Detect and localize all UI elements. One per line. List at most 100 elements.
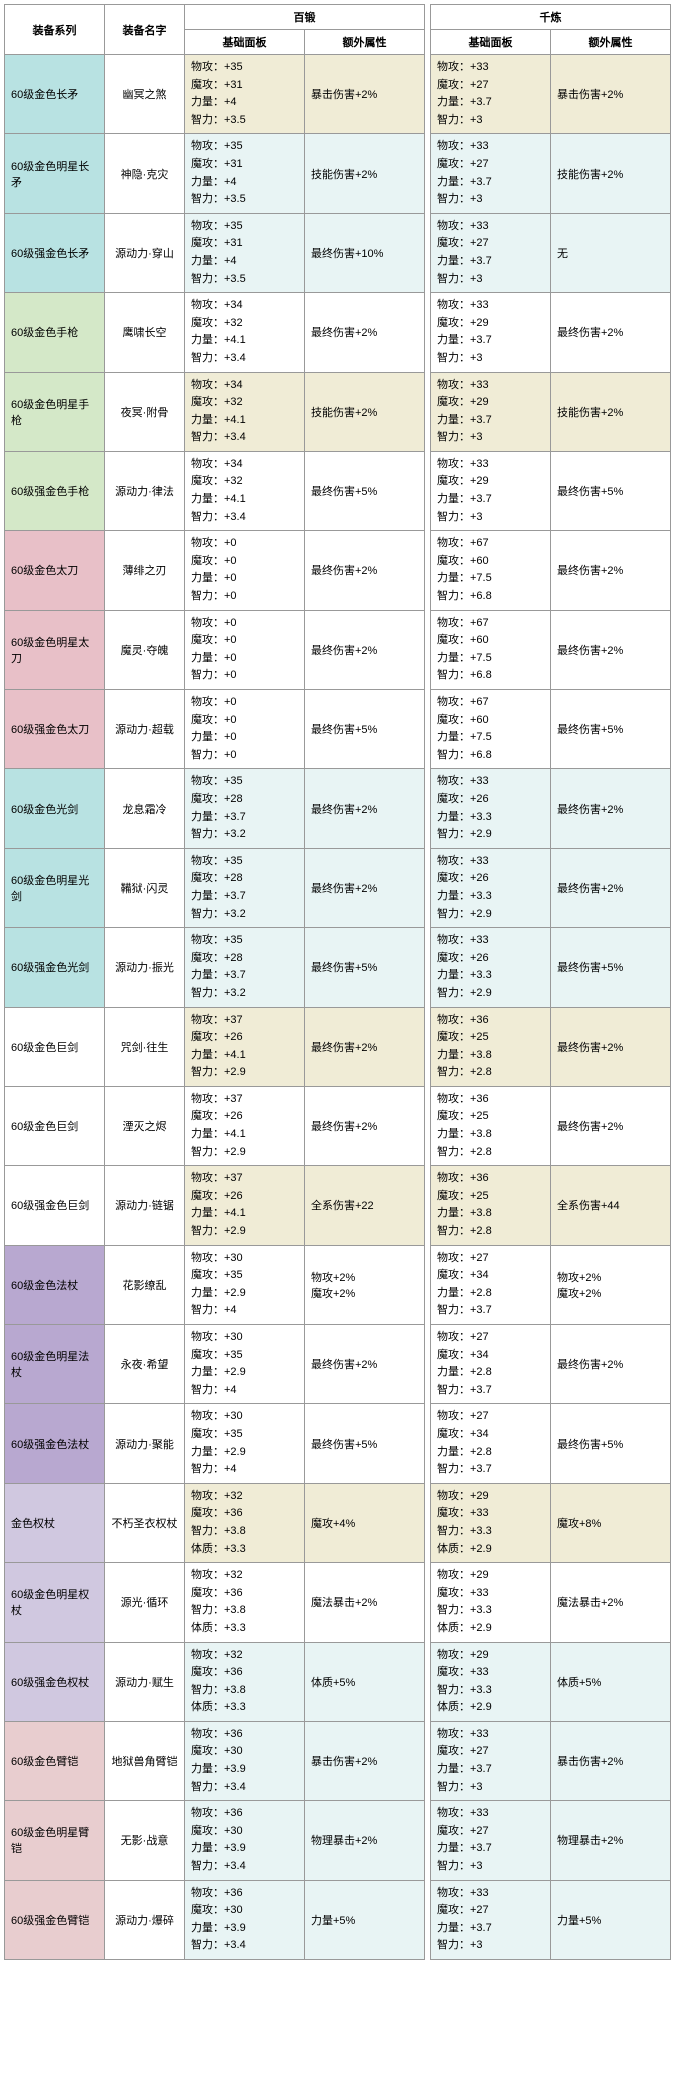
base1-cell: 物攻：+34 魔攻：+32 力量：+4.1 智力：+3.4 <box>185 372 305 451</box>
name-cell: 鹰啸长空 <box>105 293 185 372</box>
series-cell: 60级金色太刀 <box>5 531 105 610</box>
base1-cell: 物攻：+37 魔攻：+26 力量：+4.1 智力：+2.9 <box>185 1166 305 1245</box>
hdr-group2: 千炼 <box>431 5 671 30</box>
base2-cell: 物攻：+27 魔攻：+34 力量：+2.8 智力：+3.7 <box>431 1245 551 1324</box>
base1-cell: 物攻：+30 魔攻：+35 力量：+2.9 智力：+4 <box>185 1404 305 1483</box>
base1-cell: 物攻：+0 魔攻：+0 力量：+0 智力：+0 <box>185 531 305 610</box>
base2-cell: 物攻：+33 魔攻：+29 力量：+3.7 智力：+3 <box>431 451 551 530</box>
name-cell: 源动力·爆碎 <box>105 1880 185 1959</box>
base2-cell: 物攻：+33 魔攻：+27 力量：+3.7 智力：+3 <box>431 55 551 134</box>
name-cell: 源动力·律法 <box>105 451 185 530</box>
extra2-cell: 最终伤害+5% <box>551 690 671 769</box>
name-cell: 咒剑·往生 <box>105 1007 185 1086</box>
extra1-cell: 最终伤害+5% <box>305 451 425 530</box>
name-cell: 无影·战意 <box>105 1801 185 1880</box>
extra1-cell: 最终伤害+5% <box>305 690 425 769</box>
extra1-cell: 最终伤害+10% <box>305 213 425 292</box>
extra1-cell: 全系伤害+22 <box>305 1166 425 1245</box>
base1-cell: 物攻：+37 魔攻：+26 力量：+4.1 智力：+2.9 <box>185 1007 305 1086</box>
extra1-cell: 体质+5% <box>305 1642 425 1721</box>
name-cell: 鞴狱·闪灵 <box>105 848 185 927</box>
name-cell: 源动力·穿山 <box>105 213 185 292</box>
extra2-cell: 技能伤害+2% <box>551 134 671 213</box>
extra2-cell: 物理暴击+2% <box>551 1801 671 1880</box>
table-row: 60级强金色法杖源动力·聚能物攻：+30 魔攻：+35 力量：+2.9 智力：+… <box>5 1404 671 1483</box>
series-cell: 60级金色明星手枪 <box>5 372 105 451</box>
name-cell: 源动力·振光 <box>105 928 185 1007</box>
hdr-group1: 百锻 <box>185 5 425 30</box>
table-row: 60级金色明星权杖源光·循环物攻：+32 魔攻：+36 智力：+3.8 体质：+… <box>5 1563 671 1642</box>
base1-cell: 物攻：+32 魔攻：+36 智力：+3.8 体质：+3.3 <box>185 1483 305 1562</box>
base2-cell: 物攻：+36 魔攻：+25 力量：+3.8 智力：+2.8 <box>431 1007 551 1086</box>
extra2-cell: 暴击伤害+2% <box>551 1721 671 1800</box>
extra1-cell: 力量+5% <box>305 1880 425 1959</box>
extra1-cell: 技能伤害+2% <box>305 134 425 213</box>
base1-cell: 物攻：+35 魔攻：+31 力量：+4 智力：+3.5 <box>185 134 305 213</box>
base2-cell: 物攻：+67 魔攻：+60 力量：+7.5 智力：+6.8 <box>431 610 551 689</box>
series-cell: 60级金色巨剑 <box>5 1007 105 1086</box>
base2-cell: 物攻：+27 魔攻：+34 力量：+2.8 智力：+3.7 <box>431 1325 551 1404</box>
extra2-cell: 无 <box>551 213 671 292</box>
name-cell: 龙息霜冷 <box>105 769 185 848</box>
extra2-cell: 技能伤害+2% <box>551 372 671 451</box>
name-cell: 幽冥之煞 <box>105 55 185 134</box>
extra2-cell: 最终伤害+2% <box>551 1086 671 1165</box>
extra1-cell: 最终伤害+2% <box>305 848 425 927</box>
extra2-cell: 物攻+2% 魔攻+2% <box>551 1245 671 1324</box>
base2-cell: 物攻：+33 魔攻：+27 力量：+3.7 智力：+3 <box>431 1721 551 1800</box>
name-cell: 永夜·希望 <box>105 1325 185 1404</box>
name-cell: 魔灵·夺魄 <box>105 610 185 689</box>
base2-cell: 物攻：+29 魔攻：+33 智力：+3.3 体质：+2.9 <box>431 1483 551 1562</box>
header-row-1: 装备系列 装备名字 百锻 千炼 <box>5 5 671 30</box>
name-cell: 花影缭乱 <box>105 1245 185 1324</box>
base2-cell: 物攻：+33 魔攻：+26 力量：+3.3 智力：+2.9 <box>431 928 551 1007</box>
series-cell: 60级金色明星法杖 <box>5 1325 105 1404</box>
table-row: 60级金色明星法杖永夜·希望物攻：+30 魔攻：+35 力量：+2.9 智力：+… <box>5 1325 671 1404</box>
name-cell: 神隐·克灾 <box>105 134 185 213</box>
extra1-cell: 暴击伤害+2% <box>305 1721 425 1800</box>
hdr-name: 装备名字 <box>105 5 185 55</box>
table-row: 60级金色巨剑咒剑·往生物攻：+37 魔攻：+26 力量：+4.1 智力：+2.… <box>5 1007 671 1086</box>
extra2-cell: 最终伤害+2% <box>551 531 671 610</box>
hdr-extra2: 额外属性 <box>551 30 671 55</box>
name-cell: 湮灭之烬 <box>105 1086 185 1165</box>
name-cell: 源动力·超载 <box>105 690 185 769</box>
extra2-cell: 魔攻+8% <box>551 1483 671 1562</box>
series-cell: 60级强金色光剑 <box>5 928 105 1007</box>
name-cell: 地狱兽角臂铠 <box>105 1721 185 1800</box>
base2-cell: 物攻：+33 魔攻：+27 力量：+3.7 智力：+3 <box>431 1801 551 1880</box>
table-row: 60级金色手枪鹰啸长空物攻：+34 魔攻：+32 力量：+4.1 智力：+3.4… <box>5 293 671 372</box>
series-cell: 金色权杖 <box>5 1483 105 1562</box>
base1-cell: 物攻：+35 魔攻：+28 力量：+3.7 智力：+3.2 <box>185 928 305 1007</box>
extra2-cell: 最终伤害+2% <box>551 1325 671 1404</box>
table-row: 60级金色臂铠地狱兽角臂铠物攻：+36 魔攻：+30 力量：+3.9 智力：+3… <box>5 1721 671 1800</box>
series-cell: 60级金色巨剑 <box>5 1086 105 1165</box>
extra2-cell: 全系伤害+44 <box>551 1166 671 1245</box>
table-row: 60级强金色太刀源动力·超载物攻：+0 魔攻：+0 力量：+0 智力：+0最终伤… <box>5 690 671 769</box>
table-row: 60级强金色光剑源动力·振光物攻：+35 魔攻：+28 力量：+3.7 智力：+… <box>5 928 671 1007</box>
base1-cell: 物攻：+36 魔攻：+30 力量：+3.9 智力：+3.4 <box>185 1801 305 1880</box>
series-cell: 60级金色明星长矛 <box>5 134 105 213</box>
base1-cell: 物攻：+34 魔攻：+32 力量：+4.1 智力：+3.4 <box>185 293 305 372</box>
base1-cell: 物攻：+35 魔攻：+28 力量：+3.7 智力：+3.2 <box>185 848 305 927</box>
extra2-cell: 最终伤害+5% <box>551 451 671 530</box>
base1-cell: 物攻：+0 魔攻：+0 力量：+0 智力：+0 <box>185 610 305 689</box>
extra2-cell: 最终伤害+2% <box>551 848 671 927</box>
name-cell: 薄绯之刃 <box>105 531 185 610</box>
series-cell: 60级强金色臂铠 <box>5 1880 105 1959</box>
name-cell: 不朽圣衣权杖 <box>105 1483 185 1562</box>
base1-cell: 物攻：+36 魔攻：+30 力量：+3.9 智力：+3.4 <box>185 1880 305 1959</box>
extra1-cell: 物理暴击+2% <box>305 1801 425 1880</box>
table-row: 60级金色光剑龙息霜冷物攻：+35 魔攻：+28 力量：+3.7 智力：+3.2… <box>5 769 671 848</box>
table-row: 60级强金色长矛源动力·穿山物攻：+35 魔攻：+31 力量：+4 智力：+3.… <box>5 213 671 292</box>
base1-cell: 物攻：+35 魔攻：+31 力量：+4 智力：+3.5 <box>185 55 305 134</box>
extra1-cell: 最终伤害+2% <box>305 531 425 610</box>
base2-cell: 物攻：+33 魔攻：+29 力量：+3.7 智力：+3 <box>431 372 551 451</box>
series-cell: 60级金色明星光剑 <box>5 848 105 927</box>
table-row: 60级强金色手枪源动力·律法物攻：+34 魔攻：+32 力量：+4.1 智力：+… <box>5 451 671 530</box>
base2-cell: 物攻：+33 魔攻：+26 力量：+3.3 智力：+2.9 <box>431 769 551 848</box>
series-cell: 60级金色法杖 <box>5 1245 105 1324</box>
series-cell: 60级金色明星臂铠 <box>5 1801 105 1880</box>
extra1-cell: 最终伤害+5% <box>305 1404 425 1483</box>
table-row: 60级金色明星臂铠无影·战意物攻：+36 魔攻：+30 力量：+3.9 智力：+… <box>5 1801 671 1880</box>
